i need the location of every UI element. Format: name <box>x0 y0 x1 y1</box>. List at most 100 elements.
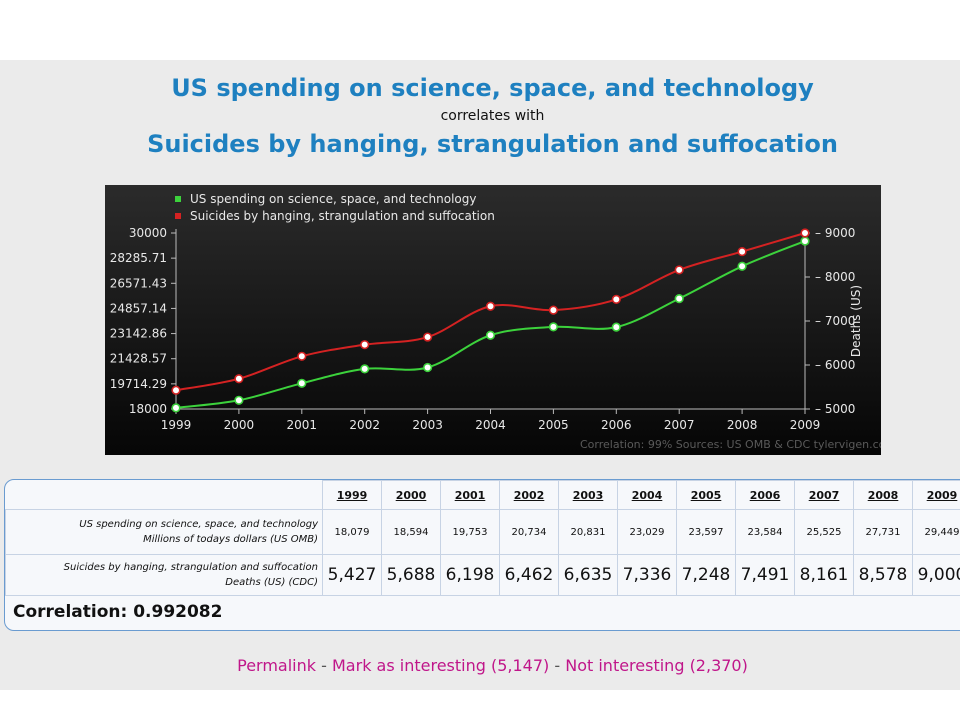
year-header: 2002 <box>499 480 559 510</box>
x-tick-label: 2000 <box>224 418 255 432</box>
cell-value: 6,635 <box>558 554 618 596</box>
cell-value: 27,731 <box>853 509 913 555</box>
x-tick-label: 2006 <box>601 418 632 432</box>
legend-label: Suicides by hanging, strangulation and s… <box>190 209 495 223</box>
y-right-axis-label: Deaths (US) <box>849 285 863 357</box>
table-row: Suicides by hanging, strangulation and s… <box>5 554 960 596</box>
data-point <box>423 332 433 342</box>
cell-value: 6,462 <box>499 554 559 596</box>
data-point <box>485 301 496 311</box>
cell-value: 18,594 <box>381 509 441 555</box>
year-header: 2004 <box>617 480 677 510</box>
x-tick-label: 2008 <box>727 418 758 432</box>
year-header: 2008 <box>853 480 913 510</box>
data-point <box>548 305 559 315</box>
year-header: 2009 <box>912 480 960 510</box>
x-tick-label: 2003 <box>412 418 443 432</box>
x-tick-label: 2007 <box>664 418 695 432</box>
y-left-tick-label: 30000 <box>129 226 167 240</box>
x-tick-label: 2001 <box>287 418 318 432</box>
data-point <box>171 403 181 413</box>
y-left-tick-label: 21428.57 <box>110 352 167 366</box>
data-point <box>800 236 810 246</box>
year-header: 2005 <box>676 480 736 510</box>
header-blank <box>5 480 323 510</box>
cell-value: 25,525 <box>794 509 854 555</box>
y-right-tick-label: – 9000 <box>815 226 855 240</box>
content-panel: US spending on science, space, and techn… <box>0 60 960 690</box>
permalink-link[interactable]: Permalink <box>237 656 317 675</box>
year-header: 2001 <box>440 480 500 510</box>
row-label: US spending on science, space, and techn… <box>79 519 318 530</box>
cell-value: 6,198 <box>440 554 500 596</box>
cell-value: 20,831 <box>558 509 618 555</box>
row-sublabel: Millions of todays dollars (US OMB) <box>143 534 318 545</box>
cell-value: 7,248 <box>676 554 736 596</box>
data-point <box>423 362 433 373</box>
data-point <box>171 385 181 395</box>
data-point <box>360 340 370 350</box>
cell-value: 8,578 <box>853 554 913 596</box>
y-right-tick-label: – 7000 <box>815 314 855 328</box>
cell-value: 23,029 <box>617 509 677 555</box>
y-right-tick-label: – 6000 <box>815 358 855 372</box>
legend-marker <box>175 196 181 202</box>
data-point <box>234 374 244 384</box>
data-point <box>611 322 621 332</box>
data-point <box>234 395 244 405</box>
link-bar: Permalink - Mark as interesting (5,147) … <box>0 656 960 675</box>
data-table: 1999 2000 2001 2002 2003 2004 2005 2006 … <box>4 479 960 631</box>
data-point <box>800 228 810 238</box>
y-left-tick-label: 24857.14 <box>110 301 167 315</box>
y-left-tick-label: 26571.43 <box>110 276 167 290</box>
data-point <box>548 322 559 332</box>
y-left-tick-label: 19714.29 <box>110 377 167 391</box>
data-point <box>297 378 307 388</box>
link-separator: - <box>554 656 561 675</box>
data-point <box>297 351 307 361</box>
row-sublabel: Deaths (US) (CDC) <box>225 577 318 588</box>
x-tick-label: 2005 <box>538 418 569 432</box>
row-label: Suicides by hanging, strangulation and s… <box>63 562 318 573</box>
y-left-tick-label: 23142.86 <box>110 327 167 341</box>
cell-value: 5,688 <box>381 554 441 596</box>
cell-value: 19,753 <box>440 509 500 555</box>
x-tick-label: 2004 <box>475 418 506 432</box>
mark-interesting-link[interactable]: Mark as interesting (5,147) <box>332 656 550 675</box>
year-header: 2007 <box>794 480 854 510</box>
cell-value: 8,161 <box>794 554 854 596</box>
cell-value: 23,597 <box>676 509 736 555</box>
cell-value: 20,734 <box>499 509 559 555</box>
legend-label: US spending on science, space, and techn… <box>190 192 476 206</box>
x-tick-label: 2009 <box>790 418 821 432</box>
data-point <box>737 246 747 257</box>
title-series-2: Suicides by hanging, strangulation and s… <box>147 130 838 158</box>
cell-value: 5,427 <box>322 554 382 596</box>
y-right-tick-label: – 5000 <box>815 402 855 416</box>
chart-footer: Correlation: 99% Sources: US OMB & CDC t… <box>580 438 881 451</box>
title-correlates: correlates with <box>440 108 545 124</box>
row-label-suicides: Suicides by hanging, strangulation and s… <box>5 554 323 596</box>
data-point <box>360 364 370 374</box>
table-row: US spending on science, space, and techn… <box>5 509 960 555</box>
data-point <box>674 294 684 304</box>
cell-value: 9,000 <box>912 554 960 596</box>
cell-value: 23,584 <box>735 509 795 555</box>
cell-value: 18,079 <box>322 509 382 555</box>
y-right-tick-label: – 8000 <box>815 270 855 284</box>
chart-background <box>105 185 881 455</box>
year-header: 2006 <box>735 480 795 510</box>
data-point <box>485 330 496 340</box>
year-header: 2003 <box>558 480 618 510</box>
legend-marker <box>175 213 181 219</box>
data-point <box>674 265 684 275</box>
row-label-spending: US spending on science, space, and techn… <box>5 509 323 555</box>
correlation-chart: 30000 28285.71 26571.43 24857.14 23142.86 214… <box>105 185 881 455</box>
year-header: 1999 <box>322 480 382 510</box>
not-interesting-link[interactable]: Not interesting (2,370) <box>565 656 748 675</box>
year-header: 2000 <box>381 480 441 510</box>
x-tick-label: 2002 <box>349 418 380 432</box>
data-point <box>611 294 621 304</box>
correlation-value: Correlation: 0.992082 <box>13 602 223 622</box>
data-point <box>737 261 747 271</box>
